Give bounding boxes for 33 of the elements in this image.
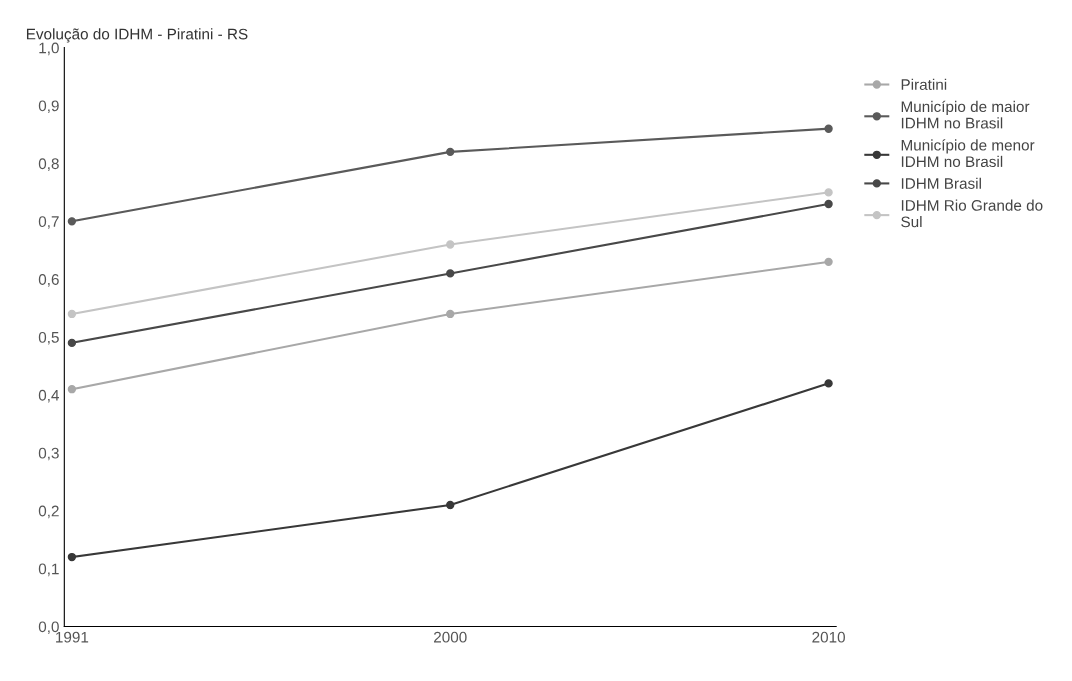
y-tick-label: 1,0 [39,42,59,56]
x-tick-label: 2000 [434,631,467,643]
y-tick-label: 0,8 [38,158,59,171]
chart-title: Evolução do IDHM - Piratini - RS [26,28,248,43]
point [67,217,77,226]
y-tick-label: 0,1 [38,563,59,577]
point [446,147,455,157]
y-tick-label: 0,9 [38,100,59,114]
legend-label: Município de menor IDHM no Brasil [901,139,1035,168]
point [67,552,77,562]
y-tick-label: 0,4 [38,389,60,403]
point [824,199,833,209]
point [67,309,77,319]
legend-label: Piratini [901,78,947,91]
y-tick-label: 0,2 [38,505,59,519]
point [824,124,833,133]
x-tick-label: 2010 [812,631,845,643]
point [446,269,455,278]
point [446,500,455,510]
y-tick-label: 0,7 [38,216,59,229]
legend-label: IDHM Rio Grande do Sul [901,199,1043,228]
point [446,309,455,319]
legend-label: IDHM Brasil [901,177,981,189]
y-tick-label: 0,5 [38,331,59,345]
legend-label: Município de maior IDHM no Brasil [901,100,1030,129]
point [446,240,455,249]
y-tick-label: 0,3 [38,447,59,461]
y-tick-label: 0,6 [38,274,59,287]
point [67,338,77,348]
point [824,257,833,267]
point [824,379,833,388]
point [824,188,833,197]
point [67,385,77,394]
